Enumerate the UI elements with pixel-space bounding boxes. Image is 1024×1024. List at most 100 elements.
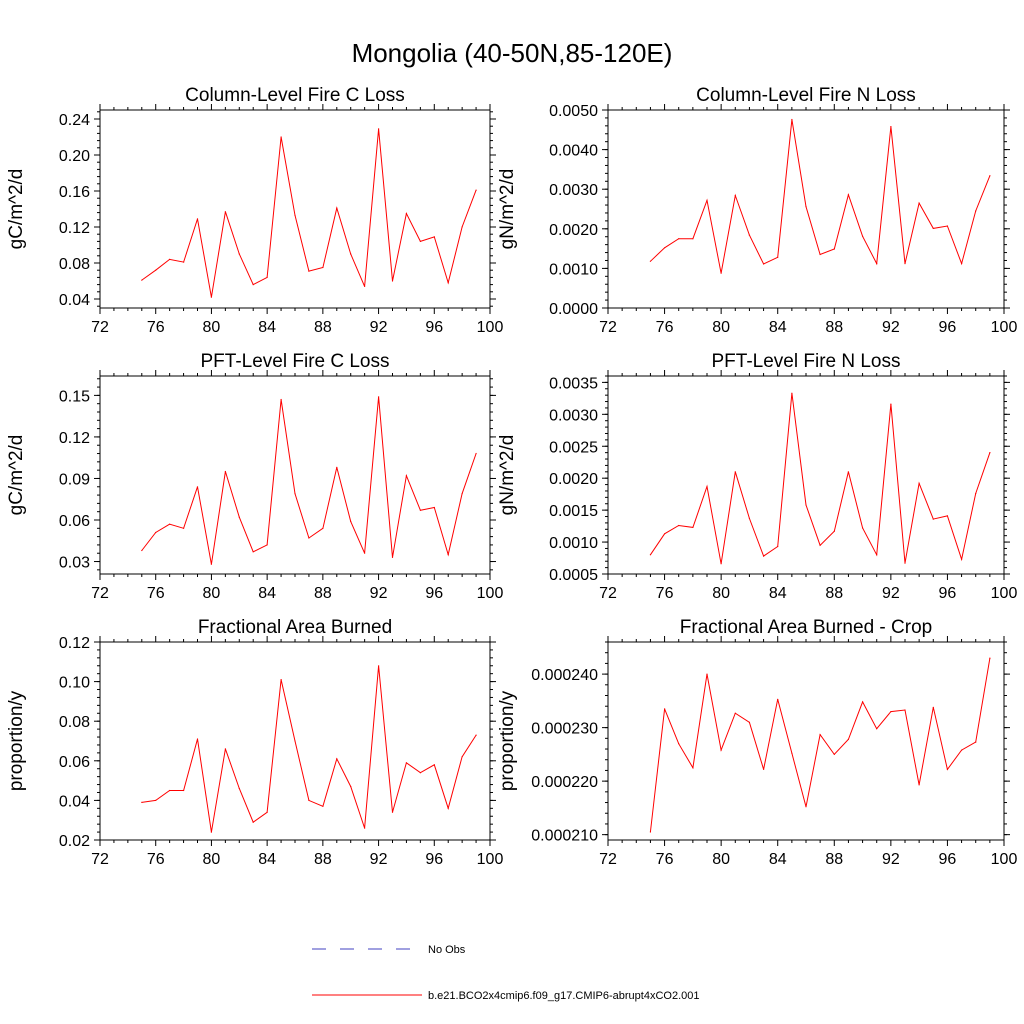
panel-title: PFT-Level Fire C Loss [201, 351, 390, 372]
y-tick-label: 0.000210 [531, 828, 598, 845]
data-point [141, 279, 143, 281]
data-point [196, 218, 199, 220]
x-tick-label: 100 [477, 585, 504, 602]
y-tick-label: 0.0030 [549, 407, 598, 424]
data-point [833, 248, 835, 250]
y-tick-label: 0.06 [59, 754, 90, 771]
data-point [391, 811, 394, 813]
data-point [308, 537, 310, 539]
data-point [777, 545, 779, 548]
data-point [183, 789, 185, 792]
data-point [932, 706, 934, 708]
data-point [294, 740, 296, 742]
data-point [805, 504, 807, 506]
data-point [391, 556, 394, 559]
x-tick-label: 88 [314, 585, 332, 602]
x-tick-label: 88 [825, 585, 843, 602]
x-tick-label: 80 [203, 585, 221, 602]
data-point [461, 493, 463, 495]
x-tick-label: 72 [91, 585, 109, 602]
data-point [308, 270, 310, 272]
panel-title: Fractional Area Burned [198, 617, 392, 638]
data-point [280, 136, 282, 138]
y-tick-label: 0.0000 [549, 301, 598, 318]
x-tick-label: 80 [712, 585, 730, 602]
y-tick-label: 0.10 [59, 675, 90, 692]
data-point [196, 738, 199, 740]
x-tick-label: 88 [825, 851, 843, 868]
data-point [975, 492, 977, 495]
y-axis-title: gN/m^2/d [497, 169, 518, 250]
data-point [649, 554, 652, 556]
y-tick-label: 0.0025 [549, 439, 598, 456]
data-point [932, 518, 934, 520]
data-point [862, 527, 864, 529]
data-point [155, 531, 157, 534]
data-point [391, 280, 394, 282]
data-point [748, 234, 751, 236]
data-point [791, 752, 793, 754]
x-tick-label: 76 [147, 851, 165, 868]
data-point [210, 831, 212, 833]
data-point [862, 235, 864, 237]
data-point [777, 256, 779, 258]
y-tick-label: 0.0050 [549, 103, 598, 120]
data-point [224, 211, 226, 213]
x-tick-label: 76 [656, 585, 674, 602]
data-point [890, 126, 892, 128]
data-point [238, 253, 240, 255]
x-tick-label: 100 [991, 851, 1018, 868]
y-tick-label: 0.12 [59, 635, 90, 652]
data-point [475, 452, 477, 455]
data-point [350, 520, 352, 523]
data-point [196, 486, 199, 488]
data-point [266, 276, 268, 278]
y-tick-label: 0.12 [59, 430, 90, 447]
data-point [946, 225, 949, 227]
x-tick-label: 100 [991, 585, 1018, 602]
y-tick-label: 0.12 [59, 220, 90, 237]
data-point [946, 768, 949, 771]
data-point [975, 741, 977, 743]
y-tick-label: 0.0010 [549, 261, 598, 278]
data-point [904, 562, 906, 564]
chart-panel-5: 72 76 80 84 88 92 96 100 0.02 0.04 0.06 0.08 0.10 0.1… [6, 617, 503, 868]
x-tick-label: 96 [939, 585, 957, 602]
legend: No Obs b.e21.BCO2x4cmip6.f09_g17.CMIP6-a… [312, 944, 700, 1002]
data-point [183, 527, 185, 529]
data-point [649, 831, 652, 833]
data-point [252, 284, 254, 286]
data-point [819, 544, 821, 546]
data-point [433, 236, 435, 238]
data-point [447, 282, 449, 284]
data-point [419, 772, 421, 774]
y-tick-label: 0.0015 [549, 503, 598, 520]
data-point [678, 743, 680, 745]
chart-panel-6: 72 76 80 84 88 92 96 100 0.000210 0.000220 0.00023… [497, 617, 1017, 868]
data-point [294, 493, 296, 495]
data-point [475, 734, 477, 736]
data-point [819, 253, 821, 256]
x-tick-label: 92 [882, 585, 900, 602]
x-tick-label: 84 [258, 585, 276, 602]
y-axis-title: proportion/y [6, 690, 27, 791]
data-point [405, 212, 407, 215]
data-point [706, 673, 708, 675]
data-point [461, 226, 463, 228]
data-point [664, 533, 666, 535]
y-tick-label: 0.0005 [549, 567, 598, 584]
data-point [336, 466, 338, 468]
data-point [664, 708, 666, 710]
x-tick-label: 92 [370, 851, 388, 868]
data-point [975, 210, 977, 212]
data-point [847, 194, 850, 196]
y-tick-label: 0.06 [59, 513, 90, 530]
legend-label-run: b.e21.BCO2x4cmip6.f09_g17.CMIP6-abrupt4x… [428, 990, 700, 1002]
x-tick-label: 84 [769, 585, 787, 602]
data-point [280, 398, 282, 401]
y-tick-label: 0.24 [59, 112, 90, 129]
data-point [748, 721, 751, 723]
data-point [475, 189, 477, 191]
panel-title: Fractional Area Burned - Crop [680, 617, 932, 638]
data-point [720, 749, 722, 751]
